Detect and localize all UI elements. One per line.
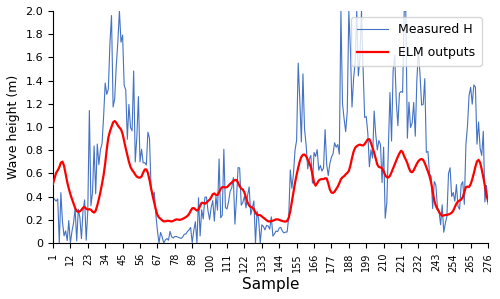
Measured H xyxy=(312,155,318,158)
Measured H xyxy=(50,196,56,199)
Measured H xyxy=(280,229,285,233)
ELM outputs xyxy=(50,182,56,186)
Measured H xyxy=(56,241,62,245)
Line: Measured H: Measured H xyxy=(53,11,488,243)
Measured H xyxy=(214,208,220,212)
X-axis label: Sample: Sample xyxy=(242,277,300,292)
Legend: Measured H, ELM outputs: Measured H, ELM outputs xyxy=(351,17,482,66)
ELM outputs xyxy=(213,193,219,197)
ELM outputs xyxy=(356,144,362,147)
Measured H xyxy=(274,230,280,234)
Y-axis label: Wave height (m): Wave height (m) xyxy=(7,75,20,179)
Measured H xyxy=(485,202,491,206)
ELM outputs xyxy=(107,130,113,133)
ELM outputs xyxy=(312,184,318,187)
Line: ELM outputs: ELM outputs xyxy=(53,121,488,222)
ELM outputs xyxy=(273,218,279,221)
ELM outputs xyxy=(112,119,117,123)
ELM outputs xyxy=(485,199,491,203)
ELM outputs xyxy=(282,220,288,223)
ELM outputs xyxy=(278,219,284,222)
Measured H xyxy=(116,9,122,13)
Measured H xyxy=(356,74,362,78)
Measured H xyxy=(108,14,114,17)
